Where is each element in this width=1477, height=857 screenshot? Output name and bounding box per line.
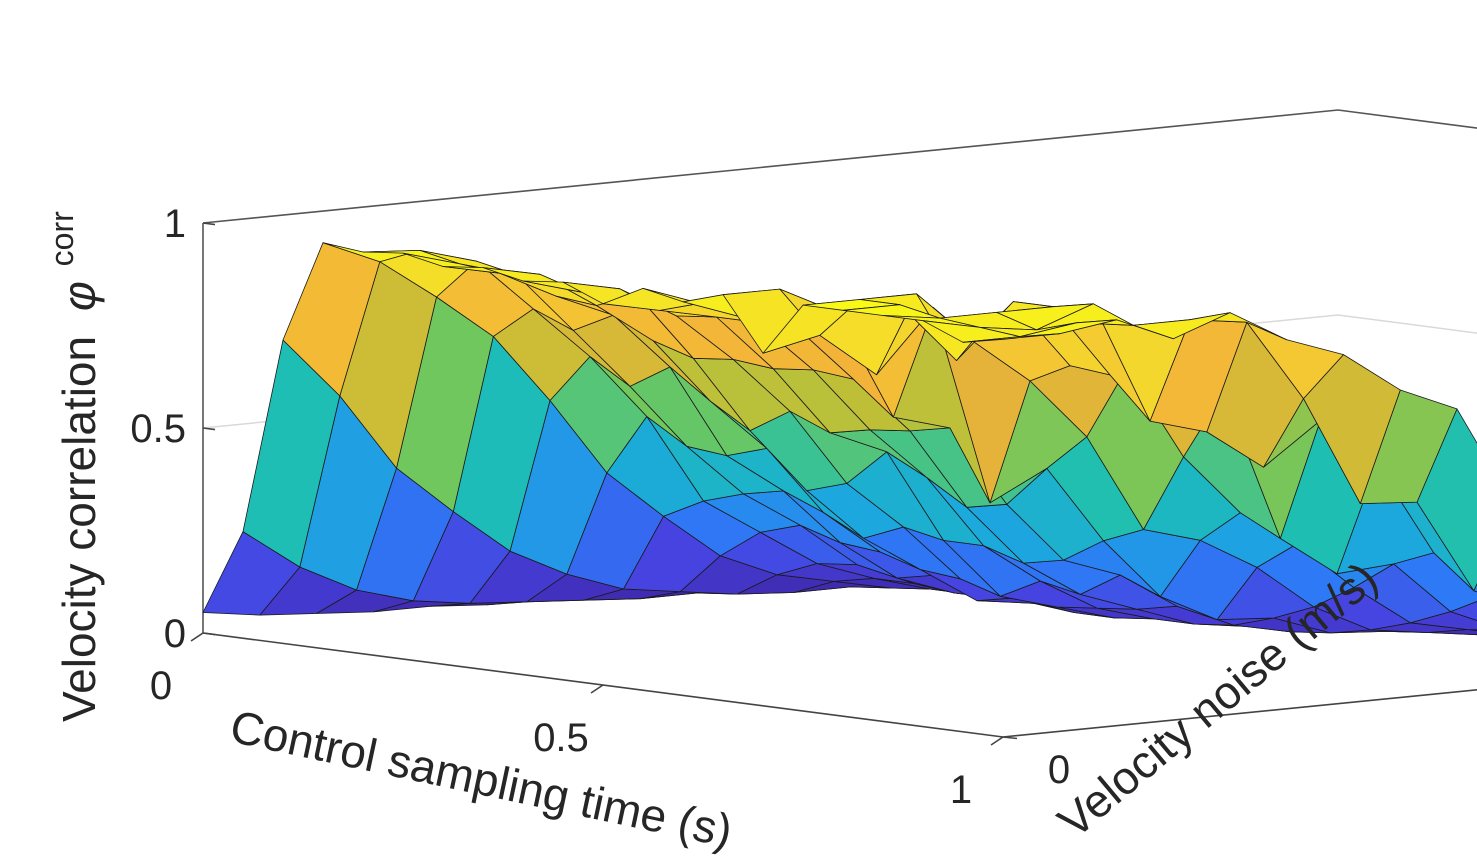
svg-text:Velocity correlation φ: Velocity correlation φ corr	[44, 211, 105, 722]
z-tick	[202, 427, 216, 431]
z-tick	[202, 222, 216, 226]
x-axis-title: Control sampling time (s)	[226, 700, 737, 857]
x-tick	[190, 632, 204, 642]
z-tick-label: 0.5	[130, 407, 186, 451]
box-top-edge	[202, 109, 1477, 224]
x-tick-label: 0	[150, 664, 172, 708]
y-tick	[1002, 736, 1018, 740]
surface-face	[1450, 601, 1477, 621]
z-axis-title-text: Velocity correlation	[53, 336, 105, 722]
z-axis-title-superscript: corr	[44, 211, 80, 266]
x-tick-label: 0.5	[533, 716, 589, 760]
y-tick-label: 0	[1048, 748, 1070, 792]
surface-plot	[202, 242, 1477, 636]
z-tick-label: 1	[164, 202, 186, 246]
z-axis-title-symbol: φ	[53, 281, 105, 311]
y-axis-line	[1002, 689, 1477, 738]
z-tick	[202, 632, 216, 636]
z-tick-label: 0	[164, 612, 186, 656]
x-tick	[990, 736, 1004, 746]
x-tick	[590, 684, 604, 694]
x-tick-label: 1	[950, 768, 972, 812]
surface-face	[962, 333, 1061, 343]
z-axis-title: Velocity correlation φ corr	[44, 211, 105, 722]
